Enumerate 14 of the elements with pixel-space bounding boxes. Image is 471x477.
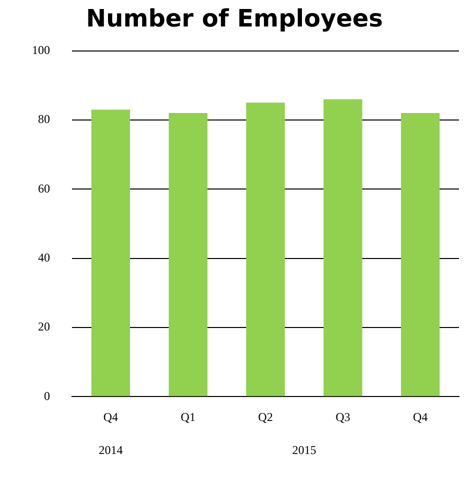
- y-tick-label: 80: [38, 112, 50, 126]
- x-tick-label: Q1: [180, 410, 196, 424]
- x-tick-label: Q2: [258, 410, 273, 424]
- text: 2015: [292, 442, 316, 457]
- y-tick-label: 0: [44, 388, 50, 403]
- y-tick-label: 100: [32, 42, 50, 57]
- x-tick-label: Q4: [412, 410, 428, 424]
- y-tick-label: 60: [38, 181, 50, 196]
- x-tick-label: Q3: [336, 410, 350, 424]
- y-tick-label: 40: [38, 250, 50, 264]
- y-tick-label: 20: [38, 320, 50, 334]
- x-tick-label: Q4: [103, 410, 118, 424]
- chart-title: Number of Employees: [86, 4, 383, 33]
- text: 2014: [98, 442, 123, 457]
